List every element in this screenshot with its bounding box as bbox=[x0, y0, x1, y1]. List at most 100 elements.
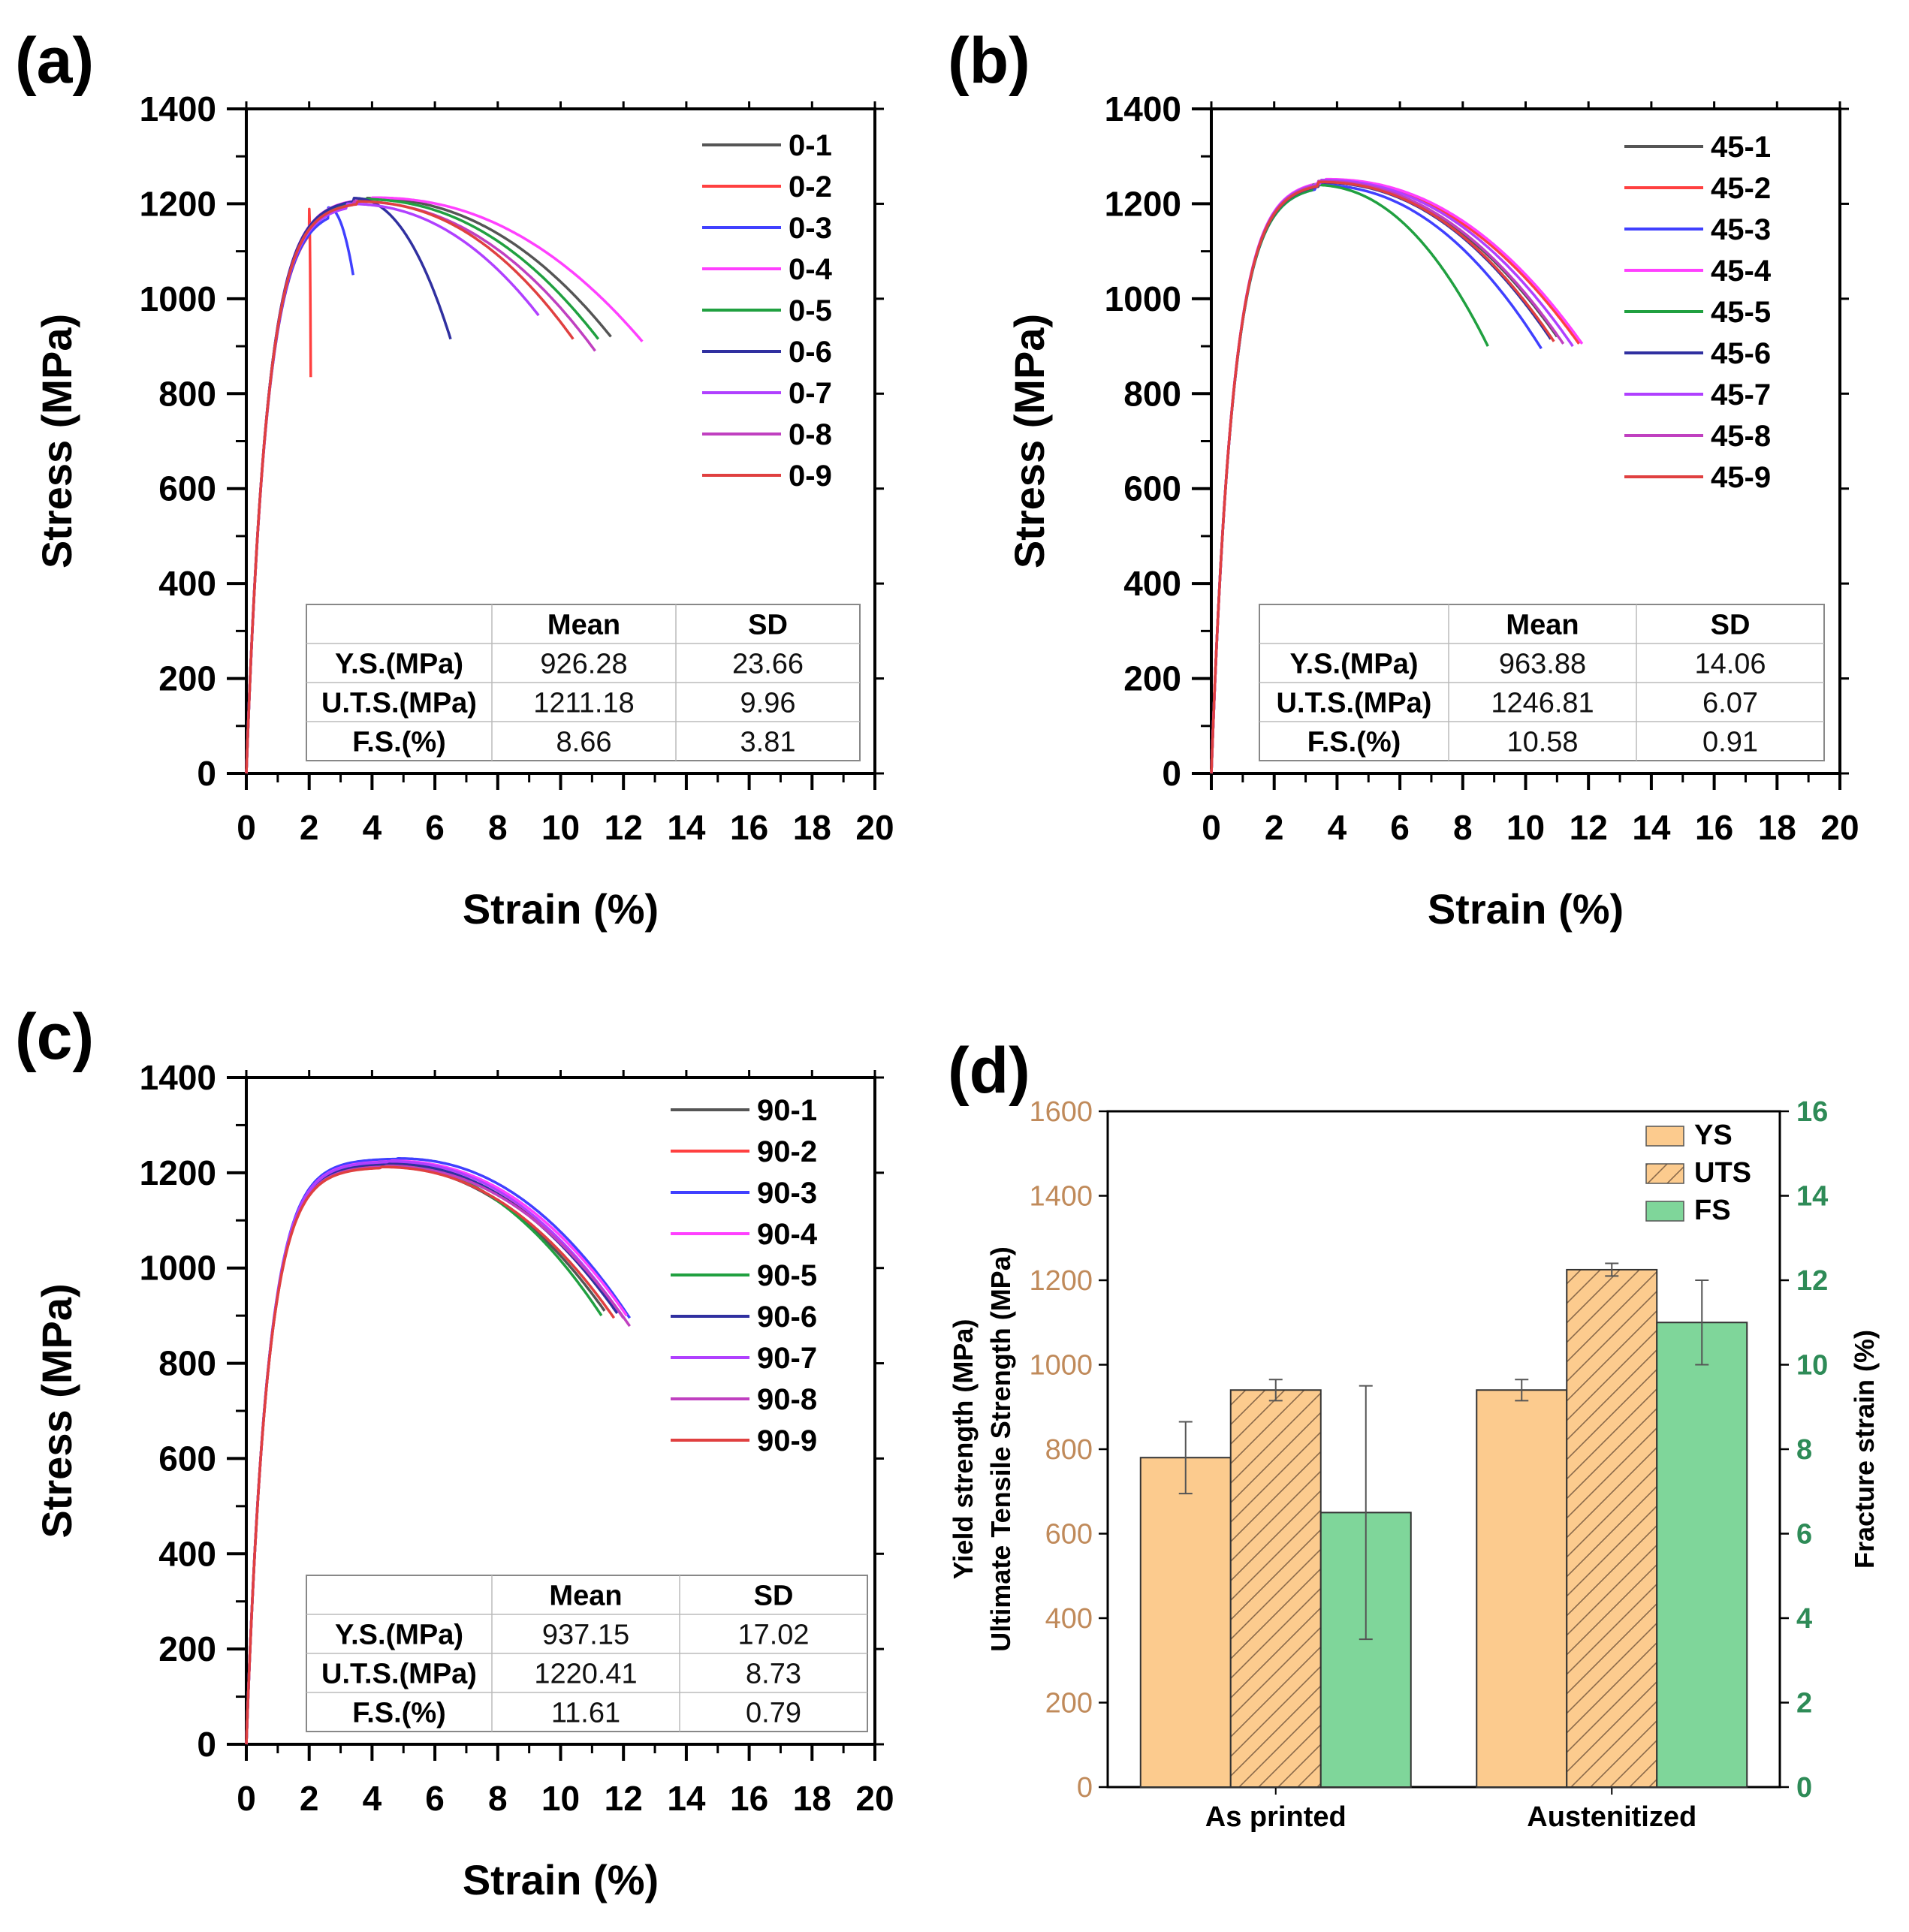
y-tick-label: 1200 bbox=[140, 184, 216, 223]
bar-FS-1 bbox=[1656, 1322, 1748, 1788]
y-tick-label: 600 bbox=[158, 469, 216, 508]
legend-label-0-7: 0-7 bbox=[789, 377, 832, 410]
table-cell-sd: 8.73 bbox=[746, 1659, 801, 1690]
x-tick-label: 18 bbox=[793, 1779, 831, 1818]
y-right-tick-label: 10 bbox=[1796, 1350, 1828, 1382]
curve-0-2 bbox=[245, 207, 312, 774]
y-tick-label: 400 bbox=[158, 564, 216, 603]
y-tick-label: 1000 bbox=[1105, 279, 1181, 318]
y-right-tick-label: 0 bbox=[1796, 1772, 1812, 1804]
table-header: Mean bbox=[1506, 610, 1579, 641]
x-tick-label: 8 bbox=[488, 1779, 508, 1818]
table-cell-mean: 11.61 bbox=[551, 1698, 620, 1729]
table-row-label: U.T.S.(MPa) bbox=[1277, 688, 1432, 719]
legend-label-UTS: UTS bbox=[1694, 1157, 1751, 1189]
table-cell-sd: 3.81 bbox=[740, 727, 796, 758]
x-axis-title: Strain (%) bbox=[463, 1856, 659, 1903]
table-row-label: F.S.(%) bbox=[1307, 727, 1401, 758]
x-tick-label: 14 bbox=[667, 808, 706, 847]
y-right-tick-label: 8 bbox=[1796, 1434, 1812, 1466]
legend-label-FS: FS bbox=[1694, 1195, 1731, 1226]
legend-label-45-6: 45-6 bbox=[1711, 337, 1771, 370]
legend-label-45-3: 45-3 bbox=[1711, 213, 1771, 246]
x-tick-label: 14 bbox=[1632, 808, 1671, 847]
y-tick-label: 0 bbox=[197, 1725, 216, 1764]
table-cell-sd: 17.02 bbox=[737, 1620, 809, 1651]
y-tick-label: 200 bbox=[158, 659, 216, 698]
legend-label-90-6: 90-6 bbox=[757, 1301, 817, 1334]
legend-label-0-9: 0-9 bbox=[789, 460, 832, 493]
x-tick-label: 10 bbox=[541, 1779, 580, 1818]
bar-UTS-1 bbox=[1566, 1268, 1658, 1788]
panel-c: (c) 0 200 400 600 800 1000 1200 1400 0 2 4 6 8 10 12 14 1… bbox=[15, 1001, 894, 1903]
y-right-tick-label: 4 bbox=[1796, 1603, 1812, 1635]
y-tick-label: 1200 bbox=[1105, 184, 1181, 223]
table-cell-sd: 0.79 bbox=[746, 1698, 801, 1729]
y-right-tick-label: 2 bbox=[1796, 1688, 1812, 1720]
table-row-label: Y.S.(MPa) bbox=[1289, 649, 1418, 680]
table-row-label: Y.S.(MPa) bbox=[335, 1620, 463, 1651]
y-tick-label: 800 bbox=[1123, 374, 1181, 413]
table-cell-mean: 8.66 bbox=[556, 727, 612, 758]
table-cell-sd: 23.66 bbox=[732, 649, 804, 680]
y-right-axis-title: Fracture strain (%) bbox=[1849, 1330, 1880, 1569]
x-tick-label: 20 bbox=[855, 1779, 894, 1818]
panel-b: (b) 0 200 400 600 800 1000 1200 1400 0 2 4 6 8 10 12 14 1… bbox=[948, 25, 1859, 933]
x-category-label: As printed bbox=[1205, 1801, 1347, 1833]
table-header: Mean bbox=[549, 1581, 622, 1612]
legend-label-0-8: 0-8 bbox=[789, 418, 832, 451]
table-cell-mean: 963.88 bbox=[1499, 649, 1586, 680]
table-cell-mean: 10.58 bbox=[1506, 727, 1578, 758]
panel-label: (c) bbox=[15, 1001, 94, 1073]
x-tick-label: 0 bbox=[237, 1779, 256, 1818]
table-cell-sd: 9.96 bbox=[740, 688, 796, 719]
x-tick-label: 12 bbox=[605, 808, 643, 847]
panel-label: (a) bbox=[15, 25, 94, 97]
bar-YS-0 bbox=[1139, 1457, 1232, 1788]
legend-label-45-8: 45-8 bbox=[1711, 420, 1771, 453]
x-tick-label: 18 bbox=[1758, 808, 1796, 847]
legend-label-45-9: 45-9 bbox=[1711, 461, 1771, 494]
x-tick-label: 0 bbox=[1202, 808, 1221, 847]
bar-YS-1 bbox=[1476, 1389, 1568, 1788]
x-tick-label: 16 bbox=[730, 1779, 768, 1818]
x-tick-label: 20 bbox=[855, 808, 894, 847]
y-left-tick-label: 1200 bbox=[1029, 1265, 1093, 1297]
curve-0-9 bbox=[245, 200, 575, 774]
table-cell-mean: 1211.18 bbox=[533, 688, 635, 719]
y-tick-label: 400 bbox=[1123, 564, 1181, 603]
y-axis-title: Stress (MPa) bbox=[1006, 314, 1053, 568]
y-left-tick-label: 1400 bbox=[1029, 1181, 1093, 1213]
legend-swatch-FS bbox=[1645, 1201, 1684, 1222]
y-right-tick-label: 12 bbox=[1796, 1265, 1828, 1297]
legend-label-0-6: 0-6 bbox=[789, 336, 832, 369]
y-tick-label: 0 bbox=[1162, 754, 1181, 793]
x-tick-label: 4 bbox=[363, 1779, 382, 1818]
table-header: SD bbox=[1711, 610, 1751, 641]
y-right-tick-label: 6 bbox=[1796, 1519, 1812, 1551]
x-tick-label: 2 bbox=[300, 808, 319, 847]
x-tick-label: 4 bbox=[1328, 808, 1347, 847]
y-left-tick-label: 400 bbox=[1045, 1603, 1093, 1635]
bar-UTS-0 bbox=[1229, 1389, 1322, 1788]
legend-label-0-2: 0-2 bbox=[789, 170, 832, 203]
y-tick-label: 1000 bbox=[140, 1249, 216, 1288]
y-tick-label: 400 bbox=[158, 1534, 216, 1573]
x-tick-label: 16 bbox=[1695, 808, 1733, 847]
y-tick-label: 1000 bbox=[140, 279, 216, 318]
y-tick-label: 1200 bbox=[140, 1153, 216, 1192]
table-row-label: F.S.(%) bbox=[352, 1698, 446, 1729]
legend-label-90-7: 90-7 bbox=[757, 1342, 817, 1375]
x-category-label: Austenitized bbox=[1527, 1801, 1696, 1833]
y-axis-title: Stress (MPa) bbox=[33, 1283, 80, 1538]
y-tick-label: 800 bbox=[158, 1344, 216, 1383]
y-tick-label: 1400 bbox=[140, 1058, 216, 1097]
curve-90-9 bbox=[245, 1165, 616, 1745]
y-axis-title: Stress (MPa) bbox=[33, 314, 80, 568]
y-left-axis-title-line1: Yield strength (MPa) bbox=[948, 1319, 979, 1580]
y-left-tick-label: 200 bbox=[1045, 1688, 1093, 1720]
x-tick-label: 20 bbox=[1820, 808, 1859, 847]
x-tick-label: 10 bbox=[541, 808, 580, 847]
y-left-tick-label: 0 bbox=[1077, 1772, 1093, 1804]
y-tick-label: 1400 bbox=[1105, 89, 1181, 128]
